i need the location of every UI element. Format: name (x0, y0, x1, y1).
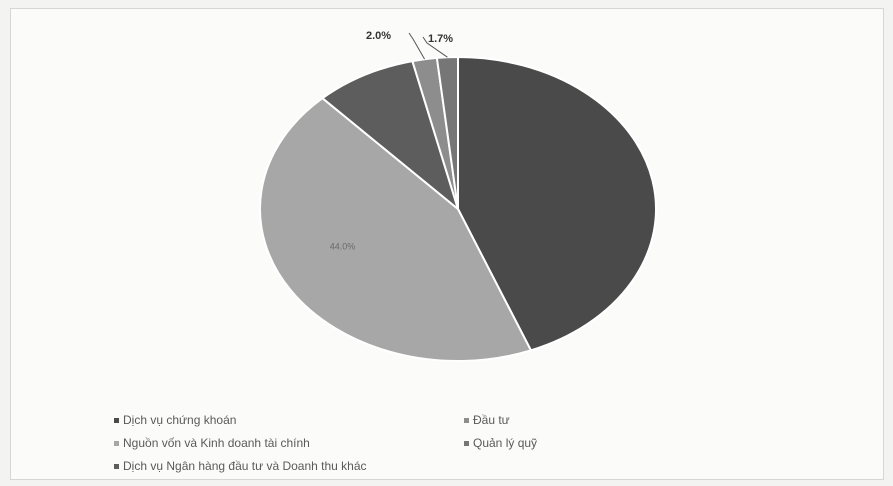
chart-frame: 44.0% 2.0% 1.7% Dịch vụ chứng khoán Đầu tư N… (10, 8, 884, 480)
legend-label: Dịch vụ Ngân hàng đầu tư và Doanh thu kh… (123, 459, 367, 473)
pie-chart: 44.0% 2.0% 1.7% (259, 30, 657, 362)
legend-marker (114, 441, 119, 447)
legend-item-1: Dịch vụ chứng khoán (114, 413, 236, 427)
legend-marker (464, 418, 469, 424)
legend-item-3: Dịch vụ Ngân hàng đầu tư và Doanh thu kh… (114, 459, 367, 473)
legend-item-2: Nguồn vốn và Kinh doanh tài chính (114, 436, 310, 450)
pie-slice-3 (320, 59, 460, 212)
legend-marker (464, 441, 469, 447)
pie-slice-5 (435, 55, 459, 210)
legend-marker (114, 418, 119, 424)
data-label-5: 1.7% (428, 33, 453, 45)
leader-line-5 (422, 36, 448, 58)
legend-item-4: Đầu tư (464, 413, 510, 427)
pie-slice-1 (457, 55, 657, 352)
legend-label: Dịch vụ chứng khoán (123, 413, 237, 427)
legend-marker (114, 464, 119, 470)
legend-label: Nguồn vốn và Kinh doanh tài chính (123, 436, 310, 450)
pie-slice-2 (259, 96, 533, 362)
data-label-4: 2.0% (366, 30, 391, 42)
legend-label: Đầu tư (473, 413, 510, 427)
legend-item-5: Quản lý quỹ (464, 436, 537, 450)
data-label-2: 44.0% (330, 242, 356, 252)
leader-line-4 (408, 32, 426, 60)
legend-label: Quản lý quỹ (473, 436, 538, 450)
